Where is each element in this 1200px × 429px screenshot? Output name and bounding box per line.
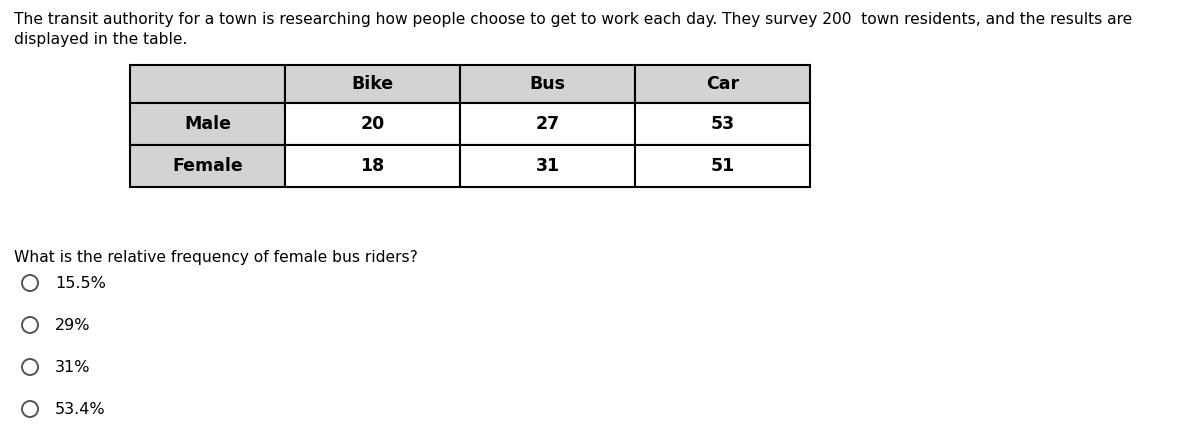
Bar	[635, 103, 810, 145]
Text: The transit authority for a town is researching how people choose to get to work: The transit authority for a town is rese…	[14, 12, 1133, 27]
Text: 20: 20	[360, 115, 385, 133]
Bar	[460, 103, 635, 145]
Text: Bike: Bike	[352, 75, 394, 93]
Bar	[286, 145, 460, 187]
Bar	[635, 145, 810, 187]
Text: 51: 51	[710, 157, 734, 175]
Bar	[130, 103, 286, 145]
Text: 18: 18	[360, 157, 385, 175]
Bar	[130, 65, 286, 103]
Text: Male: Male	[184, 115, 230, 133]
Bar	[635, 65, 810, 103]
Text: 29%: 29%	[55, 317, 90, 332]
Text: 27: 27	[535, 115, 559, 133]
Bar	[286, 103, 460, 145]
Text: 31: 31	[535, 157, 559, 175]
Text: Car: Car	[706, 75, 739, 93]
Text: 53: 53	[710, 115, 734, 133]
Text: What is the relative frequency of female bus riders?: What is the relative frequency of female…	[14, 250, 418, 265]
Text: 31%: 31%	[55, 360, 90, 375]
Text: Female: Female	[172, 157, 242, 175]
Text: 15.5%: 15.5%	[55, 275, 106, 290]
Bar	[460, 145, 635, 187]
Text: 53.4%: 53.4%	[55, 402, 106, 417]
Bar	[286, 65, 460, 103]
Text: displayed in the table.: displayed in the table.	[14, 32, 187, 47]
Bar	[130, 145, 286, 187]
Text: Bus: Bus	[529, 75, 565, 93]
Bar	[460, 65, 635, 103]
